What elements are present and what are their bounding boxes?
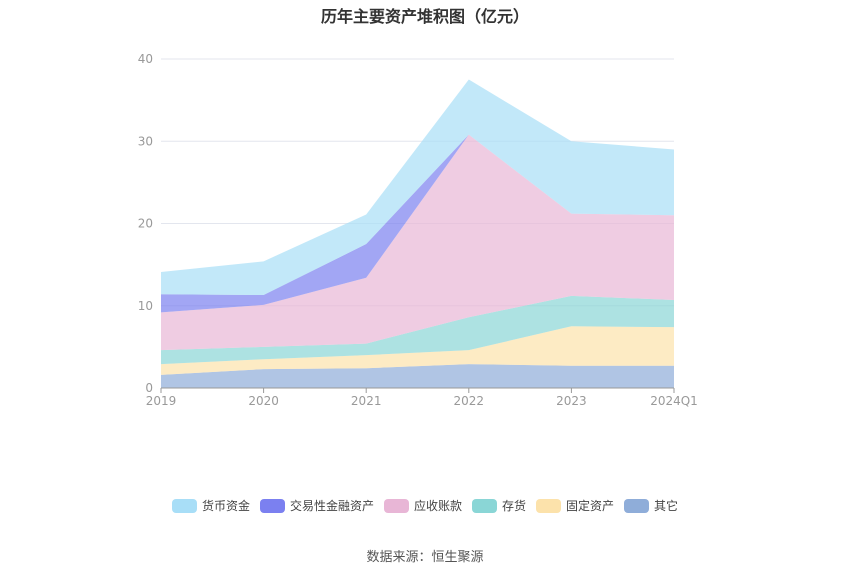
legend-swatch — [624, 498, 650, 513]
data-source-note: 数据来源：恒生聚源 — [366, 550, 484, 565]
legend-item[interactable]: 其它 — [624, 497, 678, 514]
area-series-3[interactable] — [161, 134, 674, 351]
y-tick-label: 10 — [138, 299, 153, 313]
legend-label: 交易性金融资产 — [289, 499, 374, 513]
legend-item[interactable]: 应收账款 — [383, 497, 462, 514]
legend-item[interactable]: 交易性金融资产 — [259, 497, 374, 514]
legend-item[interactable]: 存货 — [472, 497, 526, 514]
x-tick-label: 2021 — [351, 394, 382, 408]
legend-label: 存货 — [502, 499, 527, 513]
y-tick-label: 30 — [138, 134, 153, 148]
x-tick-label: 2024Q1 — [650, 394, 698, 408]
y-tick-label: 0 — [145, 381, 153, 395]
area-series-5[interactable] — [161, 79, 674, 296]
legend-swatch — [171, 498, 197, 513]
y-tick-label: 40 — [138, 52, 153, 66]
legend-item[interactable]: 货币资金 — [171, 497, 250, 514]
axis-layer: 0 10 20 30 40 2019 2020 2021 2022 2023 2024Q1 — [138, 52, 698, 408]
area-series-2[interactable] — [161, 295, 674, 365]
legend-swatch — [472, 498, 497, 513]
chart-title: 历年主要资产堆积图（亿元） — [320, 7, 529, 26]
area-layer — [161, 79, 674, 388]
legend: 货币资金 交易性金融资产 应收账款 存货 固定资产 其它 — [0, 497, 850, 514]
x-tick-label: 2022 — [454, 394, 485, 408]
area-series-1[interactable] — [161, 326, 674, 375]
legend-swatch — [383, 498, 409, 513]
legend-label: 货币资金 — [201, 499, 250, 513]
x-tick-label: 2020 — [248, 394, 279, 408]
legend-swatch — [536, 498, 562, 513]
x-tick-label: 2019 — [146, 394, 177, 408]
legend-label: 其它 — [654, 499, 679, 513]
legend-item[interactable]: 固定资产 — [536, 497, 614, 514]
x-tick-label: 2023 — [556, 394, 587, 408]
y-tick-label: 20 — [138, 217, 153, 231]
legend-label: 应收账款 — [413, 499, 462, 513]
area-series-0[interactable] — [161, 364, 674, 388]
legend-swatch — [259, 498, 285, 513]
legend-label: 固定资产 — [566, 499, 615, 513]
